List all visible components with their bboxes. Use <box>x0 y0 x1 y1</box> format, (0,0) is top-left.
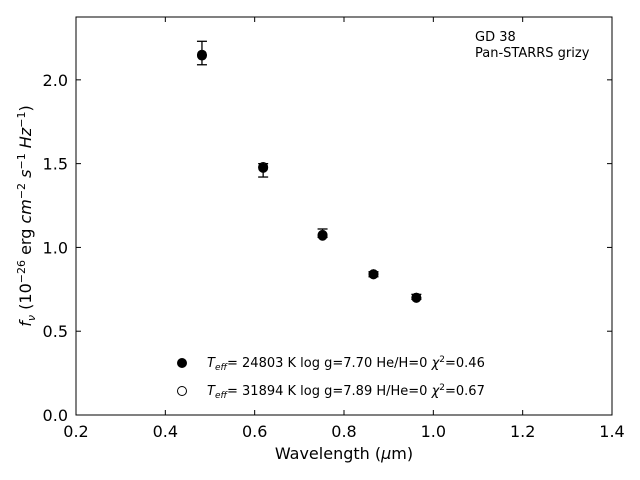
plot-frame <box>75 16 613 416</box>
y-tick-label: 0.0 <box>43 406 68 425</box>
x-tick-label: 0.6 <box>242 422 267 441</box>
x-tick-label: 1.2 <box>510 422 535 441</box>
x-tick-label: 0.2 <box>63 422 88 441</box>
data-point-filled <box>196 50 207 61</box>
legend-label-filled: Teff= 24803 K log g=7.70 He/H=0 χ2=0.46 <box>207 355 485 373</box>
legend-marker-filled <box>177 358 187 368</box>
y-tick-label: 1.0 <box>43 238 68 257</box>
y-tick-label: 2.0 <box>43 71 68 90</box>
annotation-star: GD 38 <box>475 30 516 45</box>
x-tick-label: 1.0 <box>421 422 446 441</box>
data-point-filled <box>258 162 269 173</box>
x-tick-label: 0.8 <box>331 422 356 441</box>
y-tick-label: 0.5 <box>43 322 68 341</box>
legend-label-open: Teff= 31894 K log g=7.89 H/He=0 χ2=0.67 <box>207 383 485 401</box>
legend: Teff= 24803 K log g=7.70 He/H=0 χ2=0.46 … <box>177 355 485 401</box>
data-point-filled <box>317 230 328 241</box>
x-tick-label: 1.4 <box>599 422 624 441</box>
legend-marker-open <box>177 386 187 396</box>
annotation-survey: Pan-STARRS grizy <box>475 46 590 61</box>
x-axis-label: Wavelength (μm) <box>275 444 413 463</box>
y-axis-label: fν (10−26 erg cm−2 s−1 Hz−1) <box>15 105 38 326</box>
y-tick-label: 1.5 <box>43 155 68 174</box>
data-point-filled <box>411 292 422 303</box>
data-point-filled <box>368 269 379 280</box>
x-tick-label: 0.4 <box>153 422 178 441</box>
